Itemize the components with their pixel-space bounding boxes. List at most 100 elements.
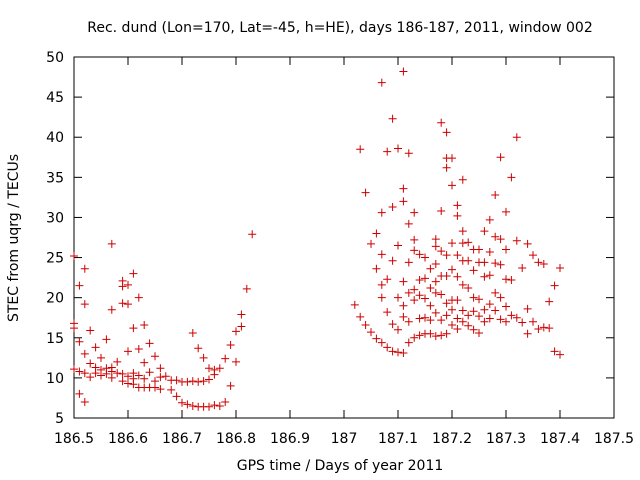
data-point [124, 300, 132, 309]
data-point [410, 246, 419, 255]
data-point [480, 258, 489, 267]
data-point [410, 285, 419, 294]
data-point [415, 331, 424, 340]
data-point [377, 338, 386, 347]
data-point [140, 358, 149, 367]
x-tick-label: 186.9 [270, 431, 310, 447]
data-point [377, 208, 386, 217]
y-axis-label: STEC from uqrg / TECUs [6, 154, 22, 322]
data-point [480, 227, 489, 236]
data-point [118, 282, 127, 291]
data-point [502, 275, 510, 284]
data-point [496, 153, 505, 162]
data-point [458, 227, 467, 236]
data-point [183, 400, 192, 409]
data-point [237, 310, 246, 319]
data-point [491, 288, 500, 297]
data-point [426, 329, 435, 338]
data-point [410, 235, 419, 244]
data-point [453, 314, 462, 323]
data-point [507, 173, 516, 182]
y-tick-label: 40 [46, 130, 64, 146]
data-point [415, 250, 424, 259]
x-tick-label: 186.6 [108, 431, 148, 447]
y-tick-label: 30 [46, 210, 64, 226]
data-point [91, 369, 100, 378]
data-point [464, 284, 473, 293]
data-point [75, 367, 84, 376]
data-point [80, 369, 89, 378]
data-point [404, 288, 413, 297]
data-point [442, 128, 451, 137]
data-point [448, 154, 456, 163]
data-point [145, 339, 154, 348]
data-point [226, 340, 235, 349]
data-point [124, 372, 132, 381]
data-point [426, 301, 435, 310]
data-point [388, 347, 397, 356]
data-point [91, 343, 100, 352]
data-point [129, 269, 138, 278]
data-point [442, 251, 451, 260]
data-point [86, 326, 95, 335]
data-point [421, 294, 429, 303]
data-point [151, 383, 159, 392]
data-point [469, 266, 478, 275]
y-tick-label: 35 [46, 170, 64, 186]
y-tick-label: 15 [46, 331, 64, 347]
data-point [431, 259, 440, 268]
data-point [372, 264, 381, 273]
data-point [485, 247, 494, 256]
data-point [394, 144, 402, 153]
data-point [475, 328, 483, 337]
data-point [453, 272, 462, 281]
data-point [404, 338, 413, 347]
x-tick-label: 186.5 [54, 431, 94, 447]
y-tick-label: 10 [46, 371, 64, 387]
data-point [399, 349, 408, 358]
data-point [512, 313, 521, 322]
data-point [421, 274, 429, 283]
data-point [399, 312, 408, 321]
data-point [453, 211, 462, 220]
data-point [221, 354, 230, 363]
data-point [377, 293, 386, 302]
data-point [491, 306, 500, 315]
data-point [80, 300, 89, 309]
data-point [156, 385, 165, 394]
data-point [512, 236, 521, 245]
plot-border [73, 56, 615, 419]
data-point [431, 332, 440, 341]
data-point [448, 305, 456, 314]
data-point [383, 147, 392, 156]
data-point [377, 250, 386, 259]
data-point [172, 392, 181, 401]
y-axis: 5 10 15 20 25 30 35 40 45 50 [46, 50, 614, 427]
data-point [361, 320, 370, 329]
data-point [415, 314, 424, 323]
data-point [102, 369, 111, 378]
x-axis-label: GPS time / Days of year 2011 [237, 458, 444, 474]
data-point [437, 118, 446, 127]
data-point [383, 343, 392, 352]
data-point [421, 253, 429, 262]
data-point [464, 238, 473, 247]
data-point [448, 265, 456, 274]
data-point [97, 371, 105, 380]
x-tick-label: 187.2 [432, 431, 472, 447]
data-point [529, 317, 537, 326]
data-point [178, 398, 186, 407]
data-point [431, 235, 440, 244]
data-point [194, 344, 203, 353]
data-point [124, 347, 132, 356]
data-point [453, 296, 462, 305]
data-point [485, 314, 494, 323]
data-point [383, 308, 392, 317]
data-point [394, 348, 402, 357]
data-point [442, 163, 451, 172]
data-point [205, 364, 213, 373]
data-point [404, 258, 413, 267]
data-point [496, 235, 505, 244]
data-point [469, 307, 478, 316]
data-point [124, 280, 132, 289]
